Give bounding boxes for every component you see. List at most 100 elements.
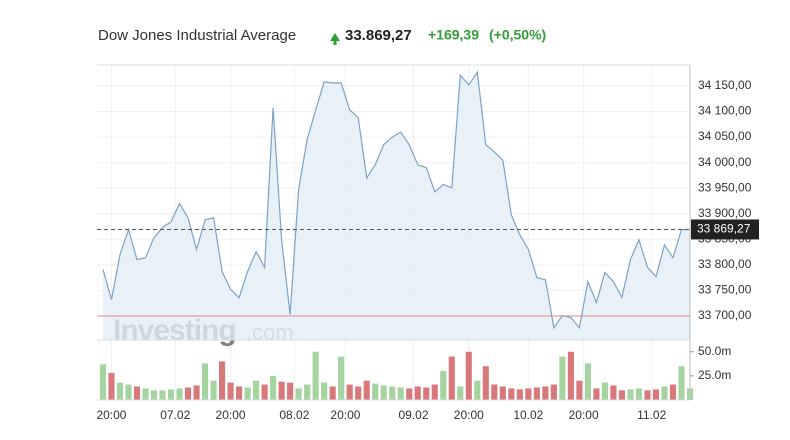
chart-title: Dow Jones Industrial Average xyxy=(98,27,296,44)
volume-bar xyxy=(627,389,634,400)
volume-bar xyxy=(159,390,166,400)
y-tick-label: 34 050,00 xyxy=(698,129,752,143)
volume-bar xyxy=(457,386,464,400)
x-tick-label: 09.02 xyxy=(398,408,428,422)
volume-bar xyxy=(397,387,404,400)
volume-bar xyxy=(440,371,447,400)
volume-bar xyxy=(661,386,668,400)
volume-bar xyxy=(372,383,379,400)
volume-bar xyxy=(261,384,268,400)
volume-bar xyxy=(201,363,209,400)
y-tick-label: 33 750,00 xyxy=(698,283,752,297)
volume-bar xyxy=(610,385,617,400)
volume-bar xyxy=(253,380,260,400)
change-pct: (+0,50%) xyxy=(489,27,546,43)
volume-bar xyxy=(414,386,421,400)
x-tick-label: 10.02 xyxy=(513,408,543,422)
volume-bar xyxy=(321,382,328,400)
volume-bar xyxy=(142,388,149,400)
volume-bar xyxy=(184,387,192,400)
x-tick-label: 20:00 xyxy=(454,408,484,422)
volume-bar xyxy=(270,375,277,400)
volume-bar xyxy=(559,356,566,400)
volume-bar xyxy=(550,384,557,400)
volume-bar xyxy=(491,384,498,400)
volume-bar xyxy=(338,356,345,400)
volume-bar xyxy=(304,384,311,400)
current-price-box xyxy=(691,219,759,240)
y-tick-label: 33 950,00 xyxy=(698,180,752,194)
volume-bar xyxy=(431,384,438,400)
volume-bar xyxy=(516,389,523,400)
volume-bar xyxy=(287,382,294,400)
volume-bar xyxy=(227,382,234,400)
volume-bar xyxy=(465,351,472,400)
volume-bar xyxy=(482,366,489,400)
volume-bar xyxy=(210,380,217,400)
volume-bar xyxy=(278,381,285,400)
volume-bar xyxy=(678,366,685,400)
volume-bar xyxy=(389,386,396,400)
volume-bar xyxy=(601,382,608,400)
price-line xyxy=(102,70,691,330)
volume-bar xyxy=(669,384,677,400)
x-tick-label: 08.02 xyxy=(279,408,309,422)
x-tick-label: 20:00 xyxy=(96,408,126,422)
volume-bar xyxy=(244,387,251,400)
volume-bar xyxy=(312,351,319,400)
volume-bar xyxy=(125,384,132,400)
volume-bar xyxy=(584,363,591,400)
y-tick-label: 34 150,00 xyxy=(698,78,752,92)
volume-bar xyxy=(474,380,481,400)
volume-bar xyxy=(380,385,387,400)
volume-bar xyxy=(363,380,370,400)
volume-bar xyxy=(236,386,243,400)
volume-tick-label: 50.0m xyxy=(698,344,731,358)
volume-bar xyxy=(593,388,600,400)
volume-bar xyxy=(116,382,124,400)
volume-tick-label: 25.0m xyxy=(698,368,731,382)
volume-bar xyxy=(423,387,430,400)
change: +169,39 xyxy=(428,27,479,43)
volume-bar xyxy=(329,386,336,400)
x-tick-label: 11.02 xyxy=(637,408,666,422)
up-arrow xyxy=(330,33,340,45)
price: 33.869,27 xyxy=(345,27,412,44)
area xyxy=(103,72,690,340)
y-tick-label: 34 100,00 xyxy=(698,104,752,118)
volume-bar xyxy=(133,386,141,400)
volume-bar xyxy=(525,388,532,400)
volume-bar xyxy=(635,388,643,400)
volume-bar xyxy=(499,386,506,400)
volume-bar xyxy=(346,384,353,400)
volume-bar xyxy=(167,389,175,400)
volume-bar xyxy=(533,387,540,400)
x-tick-label: 20:00 xyxy=(216,408,246,422)
volume-bar xyxy=(576,380,583,400)
x-tick-label: 07.02 xyxy=(160,408,190,422)
volume-bar xyxy=(508,388,515,400)
volume-bar xyxy=(99,364,107,400)
volume-bar xyxy=(193,385,200,400)
y-tick-label: 33 900,00 xyxy=(698,206,752,220)
volume-bar xyxy=(448,356,455,400)
volume-bar xyxy=(219,361,226,400)
volume-bar xyxy=(618,390,625,400)
volume-bar xyxy=(652,389,660,400)
x-tick-label: 20:00 xyxy=(569,408,599,422)
current-price-label: 33 869,27 xyxy=(697,222,751,236)
volume-bar xyxy=(295,388,302,400)
volume-bar xyxy=(150,390,158,400)
volume-bar xyxy=(108,372,115,400)
y-tick-label: 33 800,00 xyxy=(698,257,752,271)
y-tick-label: 33 700,00 xyxy=(698,308,752,322)
volume-bar xyxy=(406,388,413,400)
volume-bar xyxy=(176,388,183,400)
x-tick-label: 20:00 xyxy=(330,408,360,422)
volume-bar xyxy=(542,386,549,400)
volume-bar xyxy=(644,390,651,400)
y-tick-label: 34 000,00 xyxy=(698,155,752,169)
volume-bar xyxy=(355,386,362,400)
volume-bar xyxy=(567,351,574,400)
